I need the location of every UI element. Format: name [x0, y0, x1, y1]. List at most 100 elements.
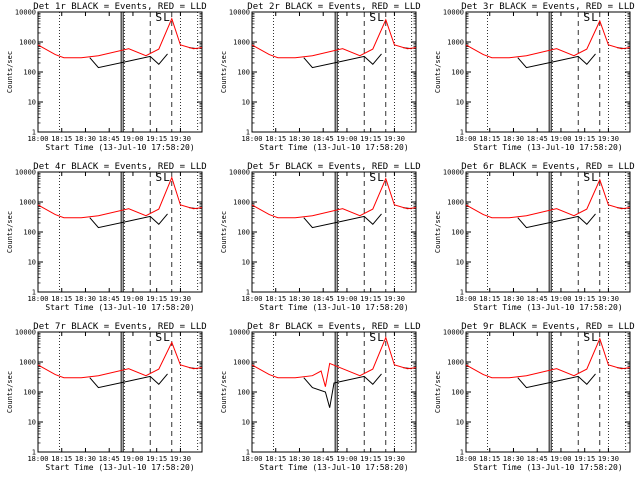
- plot-frame: [465, 331, 631, 453]
- x-tick-label: 19:00: [550, 455, 571, 463]
- series-line-lld: [251, 336, 417, 387]
- y-tick-label: 10: [242, 259, 250, 267]
- x-tick-label: 19:15: [574, 135, 595, 143]
- detector-panel-9: Det 9r BLACK = Events, RED = LLD 1 10 100 10…: [434, 322, 635, 472]
- plot-frame: [251, 11, 417, 133]
- x-tick-label: 18:45: [527, 295, 548, 303]
- x-axis-label: Start Time (13-Jul-10 17:58:20): [473, 303, 622, 312]
- lld-marker-label: L: [591, 11, 598, 24]
- y-tick-label: 10: [28, 259, 36, 267]
- detector-panel-2: Det 2r BLACK = Events, RED = LLD 1 10 100 10…: [220, 2, 421, 152]
- x-tick-label: 19:00: [336, 295, 357, 303]
- y-tick-label: 10000: [443, 329, 464, 337]
- x-tick-label: 18:45: [313, 455, 334, 463]
- detector-panel-8: Det 8r BLACK = Events, RED = LLD 1 10 100 10…: [220, 322, 421, 472]
- series-line-events: [89, 207, 198, 229]
- detector-panel-4: Det 4r BLACK = Events, RED = LLD 1 10 100 10…: [6, 162, 207, 312]
- x-tick-label: 19:00: [122, 295, 143, 303]
- y-axis-label: Counts/sec: [220, 51, 228, 93]
- x-tick-label: 19:30: [170, 455, 191, 463]
- y-tick-label: 1: [460, 289, 464, 297]
- y-tick-label: 10000: [15, 169, 36, 177]
- x-tick-label: 18:30: [289, 295, 310, 303]
- x-tick-label: 18:00: [241, 455, 262, 463]
- x-tick-label: 18:00: [27, 455, 48, 463]
- y-tick-label: 1000: [233, 39, 250, 47]
- lld-marker-label: L: [591, 331, 598, 344]
- y-tick-label: 10: [28, 99, 36, 107]
- lld-marker-label: L: [163, 331, 170, 344]
- y-tick-label: 1: [246, 449, 250, 457]
- y-tick-label: 1000: [19, 359, 36, 367]
- y-tick-label: 1: [32, 449, 36, 457]
- panel-title: Det 9r BLACK = Events, RED = LLD: [461, 322, 634, 332]
- saa-marker-label: S: [584, 11, 591, 24]
- panel-title: Det 1r BLACK = Events, RED = LLD: [33, 2, 206, 12]
- y-tick-label: 10000: [15, 329, 36, 337]
- y-axis-label: Counts/sec: [6, 371, 14, 413]
- y-tick-label: 10000: [229, 329, 250, 337]
- panel-title: Det 6r BLACK = Events, RED = LLD: [461, 162, 634, 172]
- y-axis-label: Counts/sec: [434, 51, 442, 93]
- series-line-events: [517, 367, 626, 389]
- y-tick-label: 100: [451, 229, 464, 237]
- y-tick-label: 10: [28, 419, 36, 427]
- x-tick-label: 19:30: [384, 455, 405, 463]
- y-tick-label: 10000: [229, 9, 250, 17]
- y-tick-label: 100: [23, 229, 36, 237]
- saa-marker-label: S: [370, 171, 377, 184]
- x-tick-label: 18:45: [99, 135, 120, 143]
- series-line-events: [303, 207, 412, 229]
- x-tick-label: 19:00: [122, 455, 143, 463]
- detector-panel-1: Det 1r BLACK = Events, RED = LLD 1 10 100 10…: [6, 2, 207, 152]
- detector-panel-7: Det 7r BLACK = Events, RED = LLD 1 10 100 10…: [6, 322, 207, 472]
- x-tick-label: 19:30: [384, 135, 405, 143]
- y-tick-label: 100: [23, 389, 36, 397]
- y-tick-label: 1000: [233, 199, 250, 207]
- y-tick-label: 1000: [233, 359, 250, 367]
- x-tick-label: 18:45: [313, 135, 334, 143]
- panel-title: Det 5r BLACK = Events, RED = LLD: [247, 162, 420, 172]
- y-tick-label: 100: [237, 229, 250, 237]
- x-tick-label: 18:15: [265, 455, 286, 463]
- x-axis-label: Start Time (13-Jul-10 17:58:20): [259, 463, 408, 472]
- x-tick-label: 19:00: [122, 135, 143, 143]
- y-tick-label: 1: [32, 289, 36, 297]
- y-tick-label: 10: [456, 259, 464, 267]
- y-tick-label: 1000: [19, 199, 36, 207]
- series-line-lld: [37, 176, 203, 219]
- x-tick-label: 19:30: [598, 135, 619, 143]
- panel-title: Det 3r BLACK = Events, RED = LLD: [461, 2, 634, 12]
- saa-marker-label: S: [370, 11, 377, 24]
- x-tick-label: 18:30: [289, 455, 310, 463]
- lld-marker-label: L: [377, 11, 384, 24]
- saa-marker-label: S: [584, 331, 591, 344]
- y-tick-label: 10000: [229, 169, 250, 177]
- y-tick-label: 1000: [447, 39, 464, 47]
- y-tick-label: 1000: [447, 199, 464, 207]
- x-tick-label: 18:15: [51, 295, 72, 303]
- y-tick-label: 10000: [15, 9, 36, 17]
- detector-panel-3: Det 3r BLACK = Events, RED = LLD 1 10 100 10…: [434, 2, 635, 152]
- x-tick-label: 18:30: [75, 135, 96, 143]
- saa-marker-label: S: [370, 331, 377, 344]
- x-tick-label: 19:15: [146, 135, 167, 143]
- y-tick-label: 10000: [443, 9, 464, 17]
- y-tick-label: 100: [237, 389, 250, 397]
- y-tick-label: 100: [451, 69, 464, 77]
- series-line-events: [303, 47, 412, 69]
- x-tick-label: 18:15: [51, 455, 72, 463]
- lld-marker-label: L: [377, 171, 384, 184]
- series-line-lld: [251, 18, 417, 59]
- x-axis-label: Start Time (13-Jul-10 17:58:20): [473, 143, 622, 152]
- panel-title: Det 2r BLACK = Events, RED = LLD: [247, 2, 420, 12]
- detector-panel-5: Det 5r BLACK = Events, RED = LLD 1 10 100 10…: [220, 162, 421, 312]
- y-tick-label: 10: [242, 419, 250, 427]
- x-tick-label: 18:45: [527, 135, 548, 143]
- series-line-lld: [251, 177, 417, 219]
- lld-marker-label: L: [163, 11, 170, 24]
- y-tick-label: 1000: [19, 39, 36, 47]
- x-tick-label: 19:30: [384, 295, 405, 303]
- plot-frame: [37, 11, 203, 133]
